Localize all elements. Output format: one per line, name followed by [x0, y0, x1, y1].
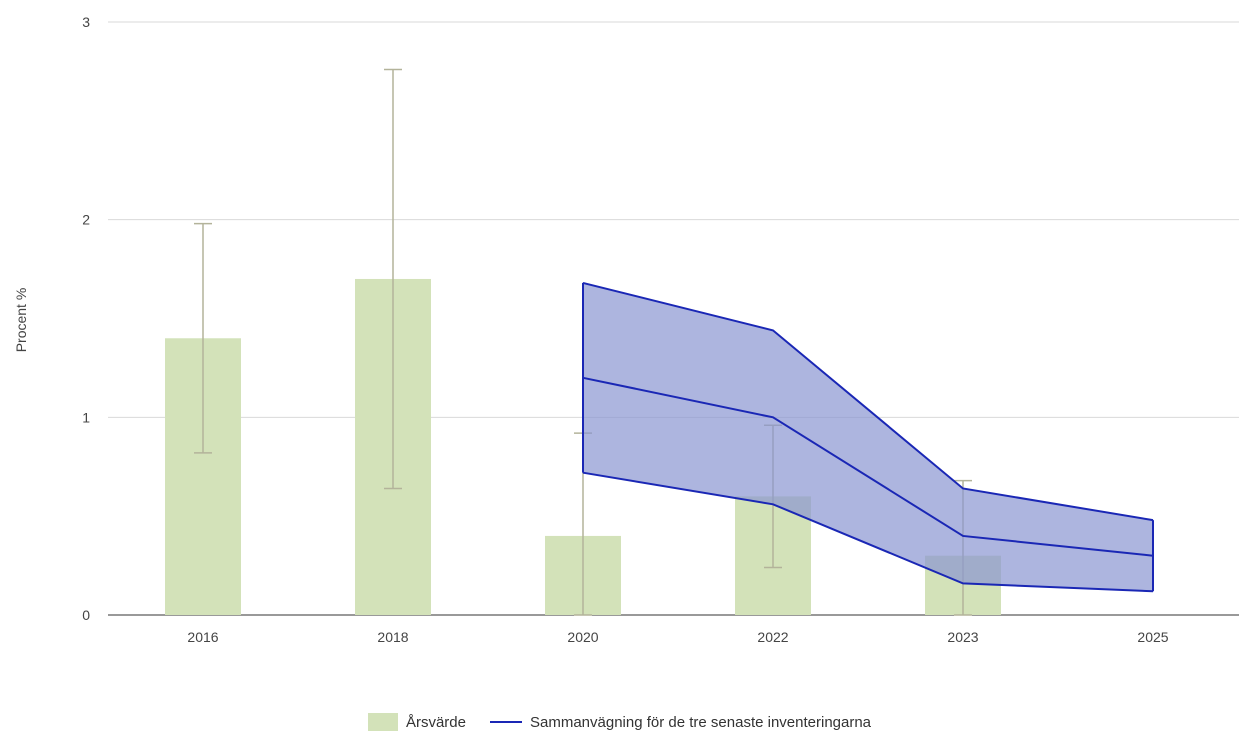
- line-series[interactable]: [582, 376, 1154, 557]
- y-tick-label: 2: [82, 212, 90, 228]
- y-axis-label: Procent %: [13, 288, 29, 353]
- legend-swatch-bars: [367, 713, 398, 731]
- y-tick-label: 1: [82, 409, 90, 425]
- x-tick-label: 2022: [757, 629, 788, 645]
- legend: Årsvärde Sammanvägning för de tre senast…: [0, 712, 1239, 732]
- y-axis: 0 1 2 3: [82, 14, 90, 623]
- legend-swatch-line: [489, 721, 522, 723]
- x-tick-label: 2025: [1137, 629, 1168, 645]
- band-upper-line: [582, 281, 1154, 522]
- legend-label-bars: Årsvärde: [405, 713, 466, 731]
- x-tick-label: 2016: [187, 629, 218, 645]
- y-tick-label: 3: [82, 14, 90, 30]
- x-tick-label: 2020: [567, 629, 598, 645]
- legend-label-line: Sammanvägning för de tre senaste invente…: [529, 713, 872, 731]
- y-tick-label: 0: [82, 607, 90, 623]
- chart-area: 0 1 2 3 2016 2018 2020 2022 2023 2025 Procent %: [13, 14, 1239, 645]
- error-bar-2016: [194, 222, 212, 454]
- x-tick-label: 2018: [377, 629, 408, 645]
- gridlines: [108, 21, 1239, 616]
- legend-item-bars[interactable]: Årsvärde: [367, 713, 466, 731]
- x-tick-label: 2023: [947, 629, 978, 645]
- confidence-band: [583, 282, 1153, 592]
- line-band: [582, 281, 1154, 593]
- error-bar-2018: [384, 68, 402, 490]
- legend-item-line[interactable]: Sammanvägning för de tre senaste invente…: [489, 713, 872, 731]
- x-axis: 2016 2018 2020 2022 2023 2025: [187, 629, 1168, 645]
- band-lower-line: [582, 471, 1154, 593]
